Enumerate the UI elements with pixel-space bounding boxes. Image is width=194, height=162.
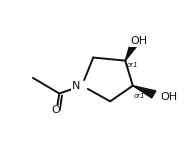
Text: OH: OH: [130, 36, 147, 46]
Polygon shape: [125, 39, 140, 61]
Polygon shape: [133, 86, 156, 98]
Text: O: O: [51, 105, 60, 115]
Text: or1: or1: [127, 62, 139, 68]
Text: N: N: [72, 81, 80, 91]
Text: OH: OH: [160, 92, 177, 102]
Text: or1: or1: [134, 93, 145, 99]
